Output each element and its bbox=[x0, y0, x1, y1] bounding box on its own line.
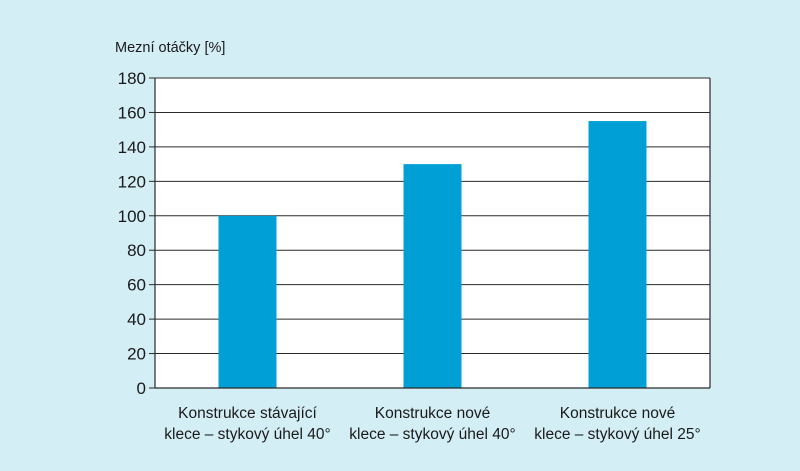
y-tick-label-60: 60 bbox=[127, 276, 146, 295]
y-tick-label-160: 160 bbox=[118, 103, 146, 122]
bar-1 bbox=[218, 215, 277, 388]
y-tick-label-120: 120 bbox=[118, 172, 146, 191]
category-label-2-line-1: Konstrukce nové bbox=[375, 405, 490, 422]
category-label-3-line-2: klece – stykový úhel 25° bbox=[534, 426, 700, 443]
y-tick-label-40: 40 bbox=[127, 310, 146, 329]
y-tick-label-140: 140 bbox=[118, 138, 146, 157]
category-label-3-line-1: Konstrukce nové bbox=[560, 405, 675, 422]
y-tick-label-100: 100 bbox=[118, 207, 146, 226]
bar-3 bbox=[588, 121, 647, 389]
category-label-1-line-2: klece – stykový úhel 40° bbox=[164, 426, 330, 443]
y-tick-label-180: 180 bbox=[118, 69, 146, 88]
category-label-2-line-2: klece – stykový úhel 40° bbox=[349, 426, 515, 443]
y-tick-label-80: 80 bbox=[127, 241, 146, 260]
y-tick-label-0: 0 bbox=[137, 379, 146, 398]
category-label-1-line-1: Konstrukce stávající bbox=[178, 405, 317, 422]
y-tick-label-20: 20 bbox=[127, 345, 146, 364]
y-axis-title: Mezní otáčky [%] bbox=[115, 40, 225, 56]
bar-2 bbox=[403, 164, 462, 388]
